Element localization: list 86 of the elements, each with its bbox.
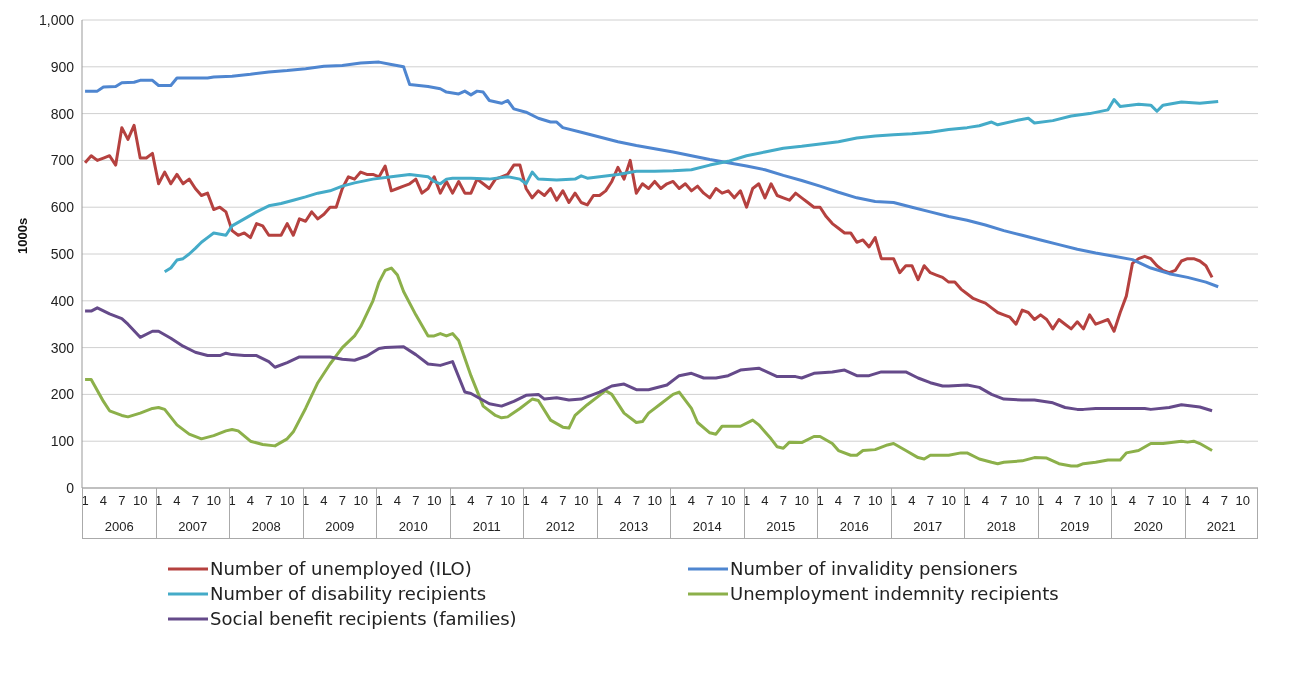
x-tick-label: 7 [338, 493, 346, 509]
line-series [83, 266, 1214, 468]
y-tick-label: 200 [50, 386, 75, 403]
x-tick-label: 10 [132, 493, 148, 509]
line-series [83, 123, 1214, 333]
x-tick-label: 10 [1161, 493, 1177, 509]
x-tick-label: 10 [647, 493, 662, 509]
text: 2011 [471, 519, 502, 534]
line-series [83, 306, 1214, 413]
x-tick-label: 7 [191, 493, 199, 509]
x-tick-label: 4 [467, 493, 475, 509]
legend-label: Number of unemployed (ILO) [210, 558, 472, 579]
text: 2017 [912, 519, 944, 534]
y-tick-label: 700 [50, 152, 75, 169]
text: 2012 [544, 519, 576, 534]
x-tick-label: 4 [834, 493, 843, 509]
x-tick-label: 7 [926, 493, 934, 509]
x-tick-label: 10 [1014, 493, 1030, 509]
y-tick-label: 0 [66, 479, 75, 496]
x-tick-label: 7 [853, 493, 861, 509]
line-series [163, 98, 1220, 274]
x-tick-label: 7 [412, 493, 420, 509]
x-tick-label: 4 [1055, 493, 1063, 509]
text: 2016 [838, 519, 870, 534]
legend-label: Unemployment indemnity recipients [730, 583, 1059, 604]
x-tick-label: 4 [687, 493, 696, 509]
x-tick-label: 7 [485, 493, 493, 509]
x-tick-label: 10 [426, 493, 442, 509]
text: 2020 [1132, 519, 1164, 534]
x-tick-label: 10 [353, 493, 368, 509]
text: 2009 [324, 519, 356, 534]
x-tick-label: 7 [1000, 493, 1008, 509]
text: 2010 [397, 519, 429, 534]
x-tick-label: 10 [867, 493, 883, 509]
x-tick-label: 7 [118, 493, 126, 509]
text: 2007 [177, 519, 209, 534]
text: 2021 [1205, 519, 1237, 534]
line-series [83, 60, 1220, 289]
x-tick-label: 4 [761, 493, 769, 509]
x-tick-label: 4 [246, 493, 255, 509]
x-tick-label: 7 [1220, 493, 1228, 509]
x-tick-label: 4 [981, 493, 990, 509]
x-tick-label: 4 [540, 493, 549, 509]
x-tick-label: 4 [173, 493, 181, 509]
text: 2018 [985, 519, 1017, 534]
x-tick-label: 10 [500, 493, 515, 509]
x-tick-label: 10 [573, 493, 589, 509]
legend-label: Number of disability recipients [210, 583, 487, 604]
y-tick-label: 100 [50, 433, 75, 450]
x-tick-label: 4 [99, 493, 108, 509]
y-tick-label: 500 [50, 245, 75, 262]
x-tick-label: 4 [320, 493, 328, 509]
text: 2015 [765, 519, 797, 534]
x-tick-label: 10 [279, 493, 295, 509]
x-tick-label: 7 [706, 493, 714, 509]
x-tick-label: 7 [1073, 493, 1081, 509]
x-tick-label: 10 [1088, 493, 1103, 509]
x-tick-label: 4 [393, 493, 402, 509]
x-tick-label: 10 [941, 493, 956, 509]
text: 2013 [618, 519, 650, 534]
x-tick-label: 4 [908, 493, 916, 509]
legend-label: Social benefit recipients (families) [210, 608, 517, 629]
y-tick-label: 600 [50, 199, 75, 216]
x-tick-label: 4 [614, 493, 622, 509]
x-tick-label: 7 [632, 493, 640, 509]
text: 2008 [250, 519, 282, 534]
x-tick-label: 10 [794, 493, 809, 509]
text: 2014 [691, 519, 723, 534]
text: 2006 [103, 519, 135, 534]
x-tick-label: 7 [779, 493, 787, 509]
y-tick-label: 1,000 [38, 11, 75, 28]
legend-label: Number of invalidity pensioners [730, 558, 1018, 579]
y-tick-label: 300 [50, 339, 75, 356]
x-tick-label: 7 [1147, 493, 1155, 509]
text: 2019 [1059, 519, 1091, 534]
x-tick-label: 10 [1235, 493, 1250, 509]
x-tick-label: 4 [1128, 493, 1137, 509]
y-axis-title: 1000s [14, 217, 30, 254]
x-tick-label: 4 [1202, 493, 1210, 509]
y-tick-label: 900 [50, 58, 75, 75]
y-tick-label: 800 [50, 105, 75, 122]
y-tick-label: 400 [50, 292, 75, 309]
x-tick-label: 10 [720, 493, 736, 509]
x-tick-label: 7 [559, 493, 567, 509]
x-tick-label: 7 [265, 493, 273, 509]
x-tick-label: 10 [206, 493, 221, 509]
